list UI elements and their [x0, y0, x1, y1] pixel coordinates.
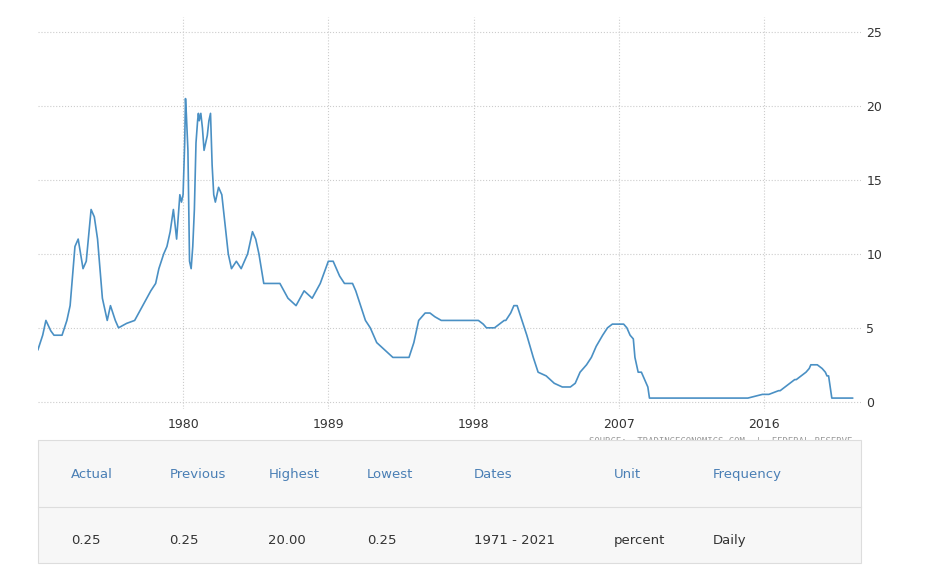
Text: Dates: Dates — [474, 468, 513, 481]
Text: Actual: Actual — [71, 468, 113, 481]
Text: 0.25: 0.25 — [367, 534, 396, 547]
Text: SOURCE:  TRADINGECONOMICS.COM  |  FEDERAL RESERVE: SOURCE: TRADINGECONOMICS.COM | FEDERAL R… — [589, 437, 852, 445]
FancyBboxPatch shape — [38, 440, 861, 563]
Text: Lowest: Lowest — [367, 468, 413, 481]
Text: Previous: Previous — [169, 468, 226, 481]
Text: Daily: Daily — [712, 534, 746, 547]
Text: 20.00: 20.00 — [269, 534, 307, 547]
Text: 0.25: 0.25 — [169, 534, 199, 547]
Text: Unit: Unit — [614, 468, 641, 481]
Text: Frequency: Frequency — [712, 468, 781, 481]
Text: Highest: Highest — [269, 468, 320, 481]
Text: 1971 - 2021: 1971 - 2021 — [474, 534, 555, 547]
Text: percent: percent — [614, 534, 665, 547]
Text: 0.25: 0.25 — [71, 534, 100, 547]
